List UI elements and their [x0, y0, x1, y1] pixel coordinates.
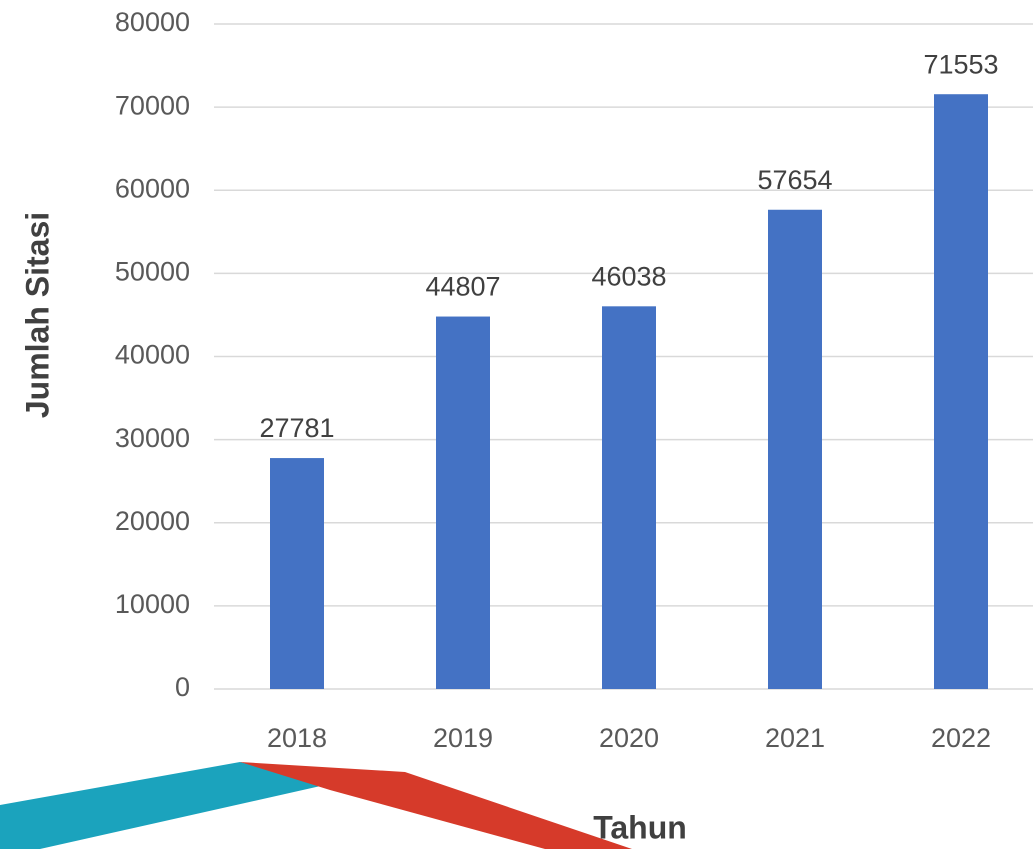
y-tick-label: 60000 [115, 173, 190, 203]
x-axis-title: Tahun [593, 809, 687, 845]
data-label: 57654 [757, 165, 832, 195]
chart: 0 10000 20000 30000 40000 50000 60000 70000 8000… [0, 0, 1033, 849]
data-label: 46038 [591, 261, 666, 291]
y-tick-label: 10000 [115, 589, 190, 619]
y-tick-label: 20000 [115, 506, 190, 536]
y-tick-label: 30000 [115, 423, 190, 453]
data-label: 27781 [259, 413, 334, 443]
x-tick-label: 2020 [599, 723, 659, 753]
data-label: 71553 [923, 49, 998, 79]
y-tick-label: 0 [175, 672, 190, 702]
y-tick-label: 70000 [115, 90, 190, 120]
bar [602, 306, 656, 689]
bar [768, 210, 822, 689]
data-label: 44807 [425, 272, 500, 302]
bar [270, 458, 324, 689]
bar [436, 317, 490, 689]
y-tick-label: 80000 [115, 7, 190, 37]
y-tick-label: 50000 [115, 257, 190, 287]
decor-teal [0, 762, 325, 849]
x-tick-label: 2022 [931, 723, 991, 753]
x-tick-label: 2021 [765, 723, 825, 753]
y-axis-title: Jumlah Sitasi [19, 212, 55, 418]
y-tick-label: 40000 [115, 340, 190, 370]
x-tick-label: 2019 [433, 723, 493, 753]
decor-red [240, 762, 632, 849]
x-tick-label: 2018 [267, 723, 327, 753]
bar [934, 94, 988, 689]
